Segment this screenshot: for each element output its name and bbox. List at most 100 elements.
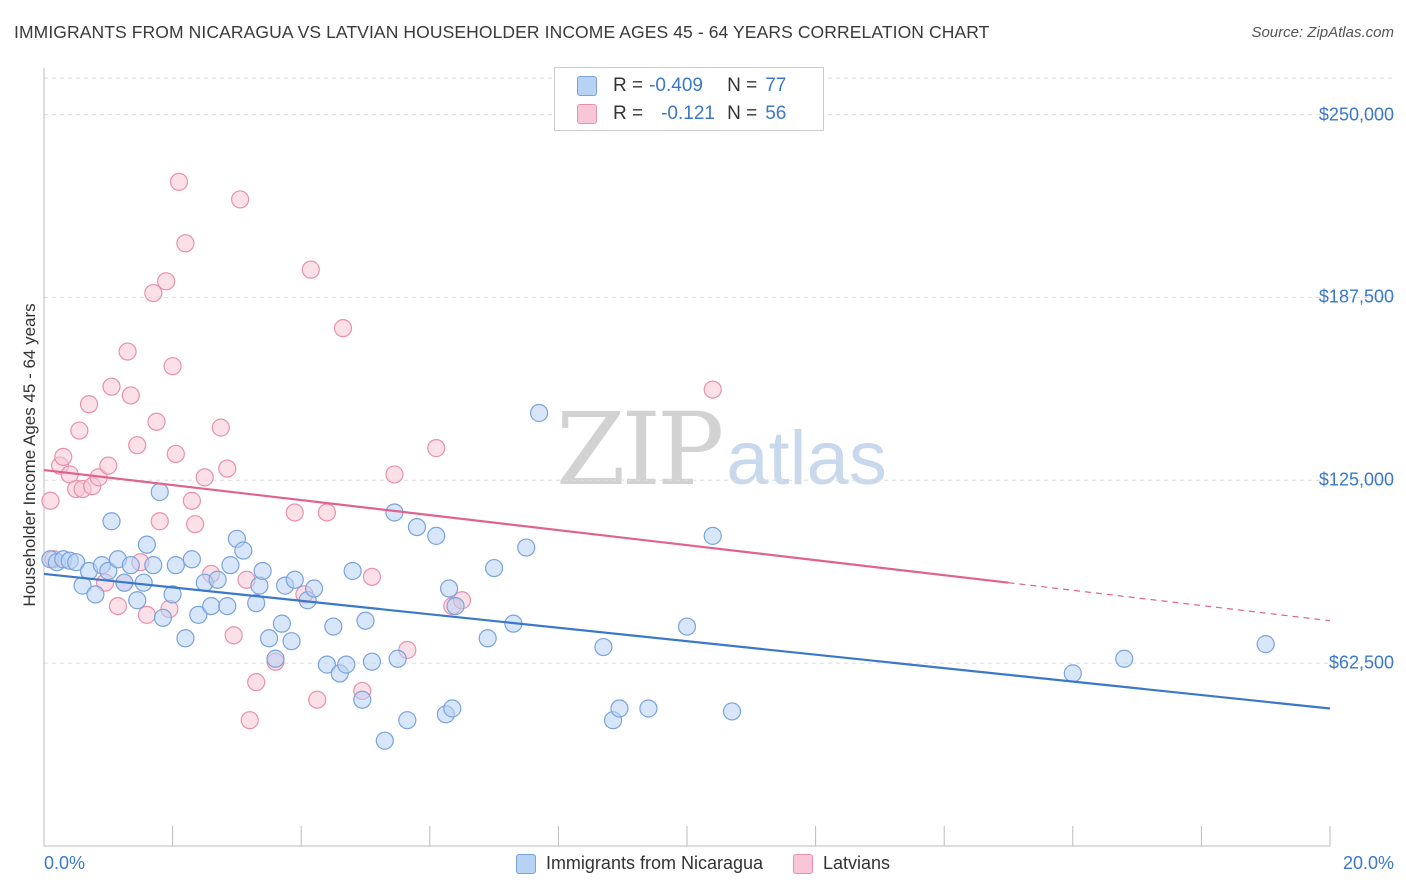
watermark-zip: ZIP (556, 391, 724, 508)
point-nicaragua (639, 699, 658, 718)
point-nicaragua (353, 690, 372, 709)
chart-title: IMMIGRANTS FROM NICARAGUA VS LATVIAN HOU… (14, 22, 990, 42)
point-latvians (427, 439, 446, 458)
watermark: ZIPatlas (556, 400, 887, 500)
point-latvians (144, 283, 163, 303)
point-nicaragua (610, 699, 629, 718)
point-nicaragua (202, 596, 221, 616)
point-nicaragua (272, 614, 292, 633)
x-tick-label-max: 20.0% (1342, 853, 1394, 873)
point-nicaragua (362, 652, 382, 671)
point-latvians (108, 596, 128, 616)
trend-line-nicaragua (43, 572, 1331, 710)
stats-r-value: -0.121 (661, 103, 715, 124)
stats-r-label: R = (613, 103, 644, 124)
y-tick-label: $125,000 (1318, 469, 1394, 490)
stats-swatch-blue (577, 76, 597, 96)
point-nicaragua (150, 482, 169, 502)
axes (43, 68, 1331, 847)
point-nicaragua (677, 617, 697, 636)
point-nicaragua (253, 561, 272, 581)
point-latvians (99, 456, 118, 475)
point-nicaragua (182, 550, 201, 569)
y-tick-label: $62,500 (1328, 652, 1394, 673)
point-nicaragua (285, 570, 304, 589)
point-nicaragua (144, 556, 163, 575)
point-nicaragua (530, 403, 549, 423)
point-latvians (231, 190, 250, 209)
series-latvians (41, 172, 722, 730)
stats-r-label: R = (613, 75, 644, 96)
point-nicaragua (221, 556, 240, 575)
point-nicaragua (163, 585, 182, 604)
point-latvians (362, 567, 382, 586)
point-nicaragua (218, 596, 237, 616)
point-nicaragua (722, 702, 742, 721)
point-nicaragua (324, 617, 343, 636)
point-latvians (41, 491, 60, 510)
legend-swatch-blue (515, 853, 536, 874)
point-latvians (182, 491, 201, 510)
point-latvians (169, 172, 189, 191)
point-latvians (301, 260, 320, 279)
y-tick-label: $250,000 (1318, 104, 1394, 125)
point-nicaragua (1063, 664, 1082, 683)
point-nicaragua (166, 556, 185, 575)
point-latvians (128, 436, 147, 455)
trend-line-latvians (43, 468, 1009, 584)
point-latvians (285, 503, 304, 522)
point-latvians (70, 421, 89, 440)
point-nicaragua (478, 629, 497, 648)
point-nicaragua (86, 585, 105, 604)
point-nicaragua (153, 608, 173, 627)
point-nicaragua (137, 535, 156, 554)
point-latvians (166, 444, 185, 464)
point-nicaragua (375, 731, 394, 750)
point-nicaragua (266, 649, 285, 668)
x-tick-label-min: 0.0% (44, 853, 86, 873)
legend-item-latvians[interactable]: Latvians (793, 853, 890, 874)
point-latvians (211, 418, 230, 437)
legend-item-nicaragua[interactable]: Immigrants from Nicaragua (515, 853, 764, 874)
stats-n-label: N = (727, 103, 758, 124)
point-nicaragua (282, 632, 301, 651)
point-nicaragua (594, 637, 613, 657)
point-nicaragua (189, 605, 208, 624)
point-nicaragua (102, 512, 121, 531)
point-latvians (195, 468, 214, 487)
point-nicaragua (343, 561, 362, 581)
point-nicaragua (99, 561, 118, 581)
stats-row-pink: R = -0.121 N = 56 (577, 101, 786, 127)
point-nicaragua (443, 699, 462, 718)
point-nicaragua (1115, 649, 1134, 668)
point-nicaragua (485, 558, 504, 578)
y-tick-label: $187,500 (1318, 286, 1394, 307)
point-latvians (224, 626, 243, 645)
stats-row-blue: R = -0.409 N = 77 (577, 73, 786, 99)
stats-r-value: -0.409 (649, 75, 703, 96)
point-nicaragua (208, 570, 227, 589)
point-nicaragua (317, 655, 337, 674)
point-latvians (247, 673, 266, 692)
point-latvians (333, 319, 353, 338)
series-nicaragua (41, 403, 1275, 750)
point-nicaragua (398, 711, 417, 730)
point-latvians (163, 357, 182, 376)
point-latvians (218, 459, 237, 478)
watermark-atlas: atlas (726, 416, 887, 501)
point-latvians (703, 380, 722, 399)
point-nicaragua (388, 649, 407, 668)
point-latvians (385, 465, 404, 484)
stats-swatch-pink (577, 104, 597, 124)
point-latvians (118, 342, 137, 361)
point-latvians (102, 377, 121, 396)
point-nicaragua (703, 526, 722, 545)
point-nicaragua (176, 629, 195, 648)
point-nicaragua (304, 579, 324, 598)
legend-label-nicaragua: Immigrants from Nicaragua (545, 853, 764, 873)
point-latvians (150, 512, 169, 531)
point-nicaragua (517, 538, 536, 557)
point-latvians (308, 690, 327, 709)
point-nicaragua (247, 594, 266, 613)
point-nicaragua (407, 517, 427, 537)
